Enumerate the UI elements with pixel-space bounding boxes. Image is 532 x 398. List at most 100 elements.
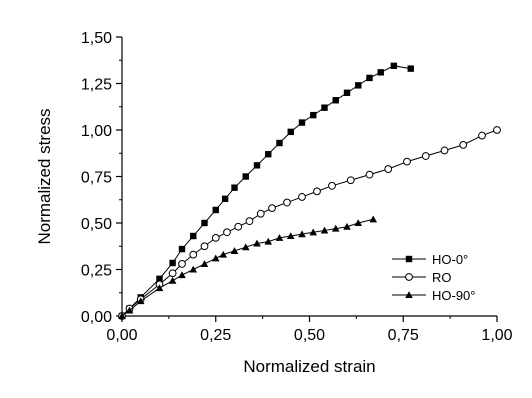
data-point — [440, 146, 449, 155]
data-point — [234, 222, 243, 231]
data-point — [245, 217, 254, 226]
data-point — [407, 65, 414, 72]
data-point — [253, 239, 261, 247]
data-point — [369, 215, 378, 223]
data-point — [377, 69, 384, 76]
data-point — [298, 230, 306, 238]
series-3 — [118, 215, 378, 320]
data-point — [384, 165, 393, 173]
data-point — [219, 250, 228, 258]
series-layer — [118, 62, 501, 320]
y-tick-label: 0,25 — [81, 263, 112, 280]
legend-entry: RO — [392, 270, 452, 285]
y-axis-title: Normalized stress — [35, 108, 54, 244]
data-point — [365, 170, 374, 179]
data-point — [328, 181, 336, 190]
data-point — [275, 234, 284, 241]
data-point — [268, 204, 276, 213]
data-point — [286, 232, 295, 240]
data-point — [390, 62, 398, 70]
data-point — [264, 237, 273, 245]
data-point — [168, 276, 177, 284]
data-point — [403, 157, 411, 166]
x-tick-label: 0,75 — [388, 327, 419, 344]
data-point — [223, 228, 231, 237]
data-point — [169, 259, 176, 267]
data-point — [265, 150, 272, 158]
series-line — [121, 218, 374, 317]
data-point — [343, 89, 351, 96]
data-point — [156, 275, 163, 282]
x-tick-label: 0,00 — [106, 327, 137, 344]
legend-label: RO — [432, 270, 452, 285]
data-point — [201, 219, 208, 227]
data-point — [178, 245, 186, 253]
data-point — [493, 126, 501, 134]
data-point — [231, 184, 238, 191]
legend-entry: HO-0° — [392, 252, 468, 267]
data-point — [136, 297, 145, 305]
y-tick-label: 1,00 — [81, 123, 112, 140]
y-tick-label: 0,75 — [81, 170, 112, 187]
data-point — [211, 254, 220, 262]
data-point — [283, 198, 291, 207]
data-point — [125, 306, 134, 314]
data-point — [155, 284, 164, 292]
data-point — [178, 260, 186, 268]
data-point — [343, 222, 351, 230]
x-tick-label: 1,00 — [481, 327, 512, 344]
data-point — [298, 119, 306, 126]
data-point — [421, 152, 430, 160]
data-point — [118, 312, 126, 320]
data-point — [346, 176, 355, 185]
data-point — [168, 269, 177, 278]
data-point — [287, 128, 294, 136]
data-point — [230, 247, 239, 254]
data-point — [189, 265, 198, 273]
data-point — [313, 187, 321, 196]
data-point — [366, 74, 373, 82]
data-point — [189, 250, 198, 259]
data-point — [190, 232, 197, 240]
data-point — [332, 97, 339, 104]
data-point — [253, 162, 261, 169]
data-point — [200, 242, 209, 251]
data-point — [355, 82, 362, 89]
data-point — [320, 226, 329, 234]
data-point — [241, 243, 250, 251]
data-point — [298, 193, 306, 201]
legend-entry: HO-90° — [392, 288, 476, 303]
data-point — [321, 104, 328, 111]
data-point — [459, 140, 468, 149]
legend-label: HO-90° — [432, 288, 476, 303]
data-point — [331, 224, 340, 232]
data-point — [211, 233, 220, 242]
data-point — [242, 173, 249, 180]
legend-marker — [405, 273, 413, 281]
y-tick-label: 1,50 — [81, 30, 112, 47]
y-tick-label: 0,00 — [81, 309, 112, 326]
series-2 — [118, 126, 501, 320]
data-point — [200, 260, 209, 267]
legend: HO-0° RO HO-90° — [392, 252, 476, 303]
x-axis-title: Normalized strain — [243, 357, 375, 376]
data-point — [212, 206, 219, 214]
y-tick-label: 0,50 — [81, 216, 112, 233]
data-point — [310, 111, 317, 119]
data-point — [309, 228, 318, 236]
data-point — [178, 271, 186, 279]
data-point — [221, 195, 229, 203]
x-tick-label: 0,25 — [200, 327, 231, 344]
data-point — [354, 219, 363, 227]
legend-marker — [405, 255, 413, 263]
series-line — [121, 65, 411, 317]
data-point — [256, 209, 265, 218]
data-point — [478, 131, 486, 140]
x-tick-label: 0,50 — [294, 327, 325, 344]
data-point — [276, 139, 283, 147]
y-tick-label: 1,25 — [81, 77, 112, 94]
legend-marker — [405, 291, 413, 299]
ticks: 0,00 0,25 0,50 0,75 1,00 0,00 0,25 0,50 0,75 1,00… — [81, 30, 513, 344]
